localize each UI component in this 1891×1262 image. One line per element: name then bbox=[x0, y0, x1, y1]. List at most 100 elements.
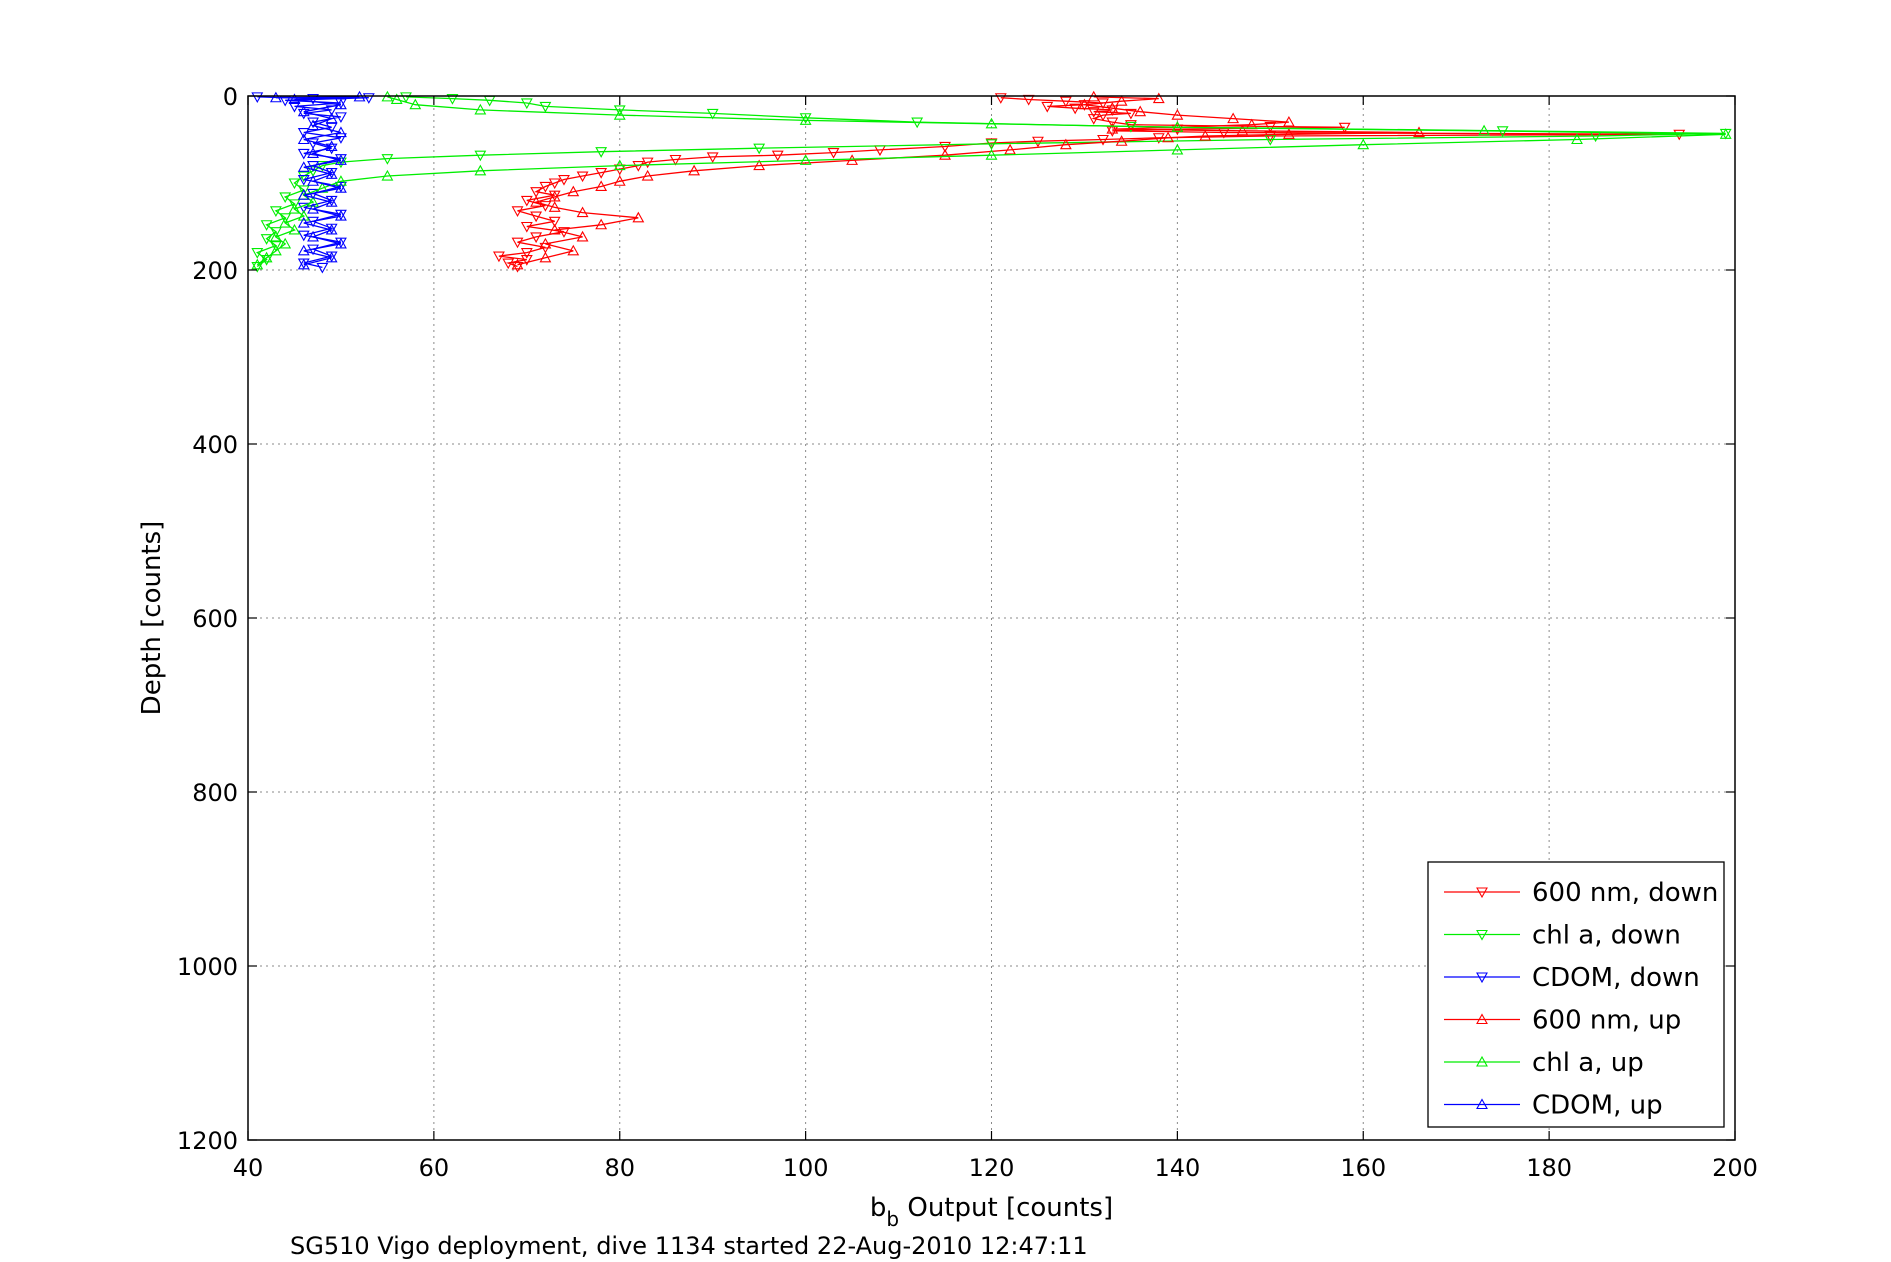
series-5 bbox=[269, 90, 366, 270]
data-point bbox=[1227, 112, 1240, 124]
legend-swatch-marker bbox=[1476, 1013, 1488, 1025]
data-point bbox=[362, 93, 375, 104]
data-point bbox=[539, 251, 552, 263]
x-tick-label: 200 bbox=[1712, 1154, 1758, 1182]
data-point bbox=[1115, 135, 1128, 146]
data-point bbox=[400, 92, 412, 104]
data-point bbox=[530, 211, 543, 223]
x-tick-label: 140 bbox=[1154, 1154, 1200, 1182]
data-point bbox=[1171, 143, 1184, 155]
data-point bbox=[1264, 121, 1277, 133]
data-point bbox=[1413, 126, 1425, 138]
data-point bbox=[335, 237, 347, 249]
data-point bbox=[1059, 138, 1072, 150]
x-axis-label-subscript: b bbox=[886, 1207, 899, 1231]
series-4 bbox=[251, 90, 1732, 270]
data-point bbox=[307, 230, 319, 242]
data-point bbox=[1106, 102, 1119, 113]
data-point bbox=[539, 101, 552, 113]
y-tick-label: 1000 bbox=[177, 953, 238, 981]
data-point bbox=[530, 187, 543, 198]
legend-label: CDOM, up bbox=[1532, 1091, 1663, 1121]
data-point bbox=[335, 209, 347, 221]
data-point bbox=[297, 202, 310, 214]
data-point bbox=[297, 189, 310, 200]
x-tick-label: 120 bbox=[969, 1154, 1015, 1182]
data-point bbox=[1199, 129, 1212, 141]
data-point bbox=[1124, 108, 1137, 120]
data-point bbox=[1087, 107, 1100, 118]
legend-swatch-marker bbox=[1476, 1055, 1488, 1067]
ticks: 40 60 80 100 120 140 160 180 200 0 200 400 600 800 100… bbox=[177, 83, 1758, 1182]
series-line bbox=[517, 96, 1420, 266]
series-0 bbox=[492, 93, 1686, 273]
data-point bbox=[474, 103, 487, 115]
data-point bbox=[985, 149, 998, 160]
data-point bbox=[335, 182, 347, 193]
legend-swatch-marker bbox=[1476, 972, 1488, 984]
data-point bbox=[288, 199, 301, 211]
data-point bbox=[279, 216, 292, 228]
data-point bbox=[1097, 134, 1109, 146]
data-point bbox=[641, 169, 654, 181]
data-point bbox=[576, 206, 589, 218]
legend-label: 600 nm, up bbox=[1532, 1006, 1681, 1036]
data-point bbox=[325, 122, 338, 134]
data-point bbox=[251, 261, 264, 273]
data-point bbox=[539, 181, 552, 193]
data-point bbox=[335, 126, 347, 138]
data-point bbox=[269, 244, 282, 256]
data-point bbox=[297, 244, 310, 256]
data-point bbox=[325, 140, 338, 152]
data-point bbox=[1282, 128, 1295, 139]
data-point bbox=[576, 230, 589, 242]
data-point bbox=[297, 209, 310, 221]
data-point bbox=[297, 133, 310, 145]
data-point bbox=[1264, 131, 1277, 143]
data-point bbox=[335, 154, 347, 165]
data-point bbox=[1004, 143, 1017, 155]
data-point bbox=[1217, 127, 1230, 139]
data-point bbox=[1719, 128, 1732, 139]
data-point bbox=[269, 206, 282, 217]
legend: 600 nm, down chl a, down CDOM, down 600 nm,… bbox=[1427, 861, 1725, 1128]
data-point bbox=[297, 108, 310, 120]
data-point bbox=[279, 237, 292, 249]
data-point bbox=[511, 261, 524, 273]
data-point bbox=[985, 139, 998, 150]
y-tick-label: 1200 bbox=[177, 1127, 238, 1155]
data-point bbox=[706, 108, 719, 120]
data-point bbox=[297, 230, 310, 242]
series-line bbox=[275, 96, 360, 266]
data-point bbox=[335, 133, 347, 144]
data-point bbox=[251, 248, 264, 259]
data-point bbox=[1097, 110, 1109, 122]
data-point bbox=[288, 101, 301, 113]
data-point bbox=[316, 161, 329, 172]
data-point bbox=[1571, 133, 1583, 145]
data-point bbox=[1106, 105, 1119, 117]
data-point bbox=[307, 175, 319, 186]
data-point bbox=[260, 234, 273, 245]
data-point bbox=[502, 258, 515, 270]
data-point bbox=[409, 98, 422, 110]
data-point bbox=[1357, 138, 1370, 150]
data-point bbox=[269, 227, 282, 238]
x-axis-label-rest: Output [counts] bbox=[899, 1193, 1113, 1223]
data-point bbox=[520, 221, 533, 233]
data-point bbox=[297, 258, 310, 270]
data-point bbox=[595, 168, 608, 179]
data-point bbox=[307, 166, 319, 177]
data-point bbox=[1106, 122, 1119, 134]
data-point bbox=[613, 159, 626, 171]
x-axis-label: bb Output [counts] bbox=[870, 1193, 1113, 1231]
legend-entry: chl a, up bbox=[1444, 1048, 1644, 1078]
x-tick-label: 100 bbox=[783, 1154, 829, 1182]
data-point bbox=[307, 138, 319, 150]
data-point bbox=[297, 216, 310, 228]
data-point bbox=[771, 150, 784, 162]
data-point bbox=[288, 223, 301, 235]
series-layer bbox=[251, 90, 1732, 274]
data-point bbox=[613, 105, 626, 117]
